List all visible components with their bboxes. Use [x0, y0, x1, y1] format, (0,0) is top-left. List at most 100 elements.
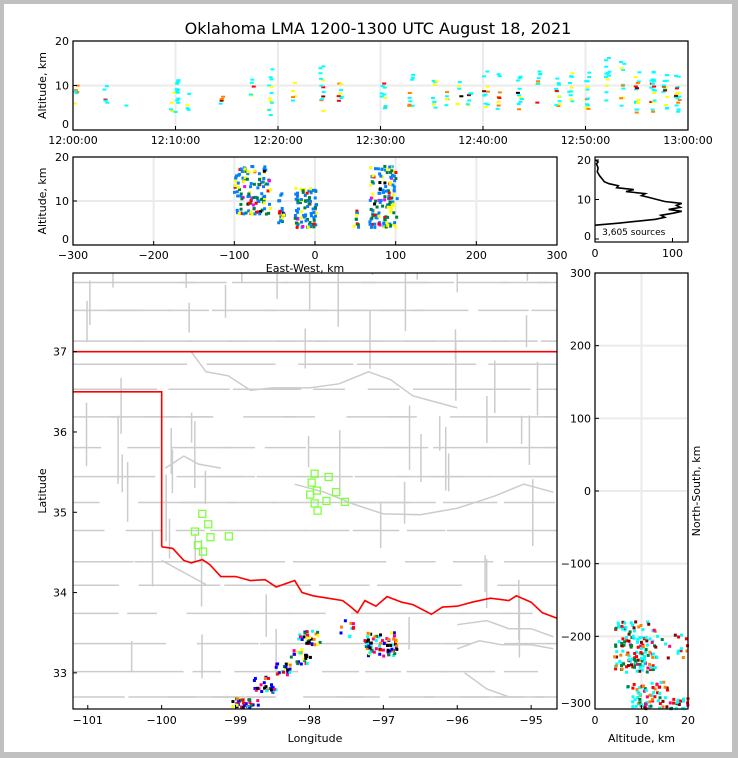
source-point	[661, 85, 666, 88]
source-point	[237, 211, 241, 215]
source-point	[354, 217, 358, 221]
source-point	[306, 225, 310, 229]
source-point	[638, 669, 642, 673]
source-point	[348, 634, 352, 638]
source-point	[259, 197, 263, 201]
source-point	[654, 645, 658, 649]
source-point	[646, 653, 650, 657]
source-point	[254, 195, 258, 199]
source-point	[467, 99, 472, 102]
source-point	[567, 90, 572, 93]
source-point	[343, 619, 347, 623]
source-point	[658, 691, 662, 695]
source-point	[662, 680, 666, 684]
source-point	[386, 205, 390, 209]
source-point	[518, 75, 523, 78]
y-axis-label: North-South, km	[690, 446, 703, 537]
y-tick-label: −200	[561, 630, 591, 643]
source-point	[457, 87, 462, 90]
source-point	[355, 213, 359, 217]
source-point	[655, 691, 659, 695]
source-point	[485, 70, 490, 73]
source-point	[636, 690, 640, 694]
plan-view-map-panel: −101 −100 −99 −98 −97 −96 −95 33 34 35 36 37 Longitu…	[36, 272, 558, 745]
x-tick-label: 10	[635, 714, 649, 727]
source-point	[661, 705, 665, 709]
source-point	[314, 223, 318, 227]
source-point	[674, 104, 679, 107]
source-point	[248, 698, 252, 702]
source-point	[648, 700, 652, 704]
source-point	[175, 80, 180, 83]
source-point	[636, 695, 640, 699]
source-point	[645, 695, 649, 699]
source-point	[628, 659, 632, 663]
map-background	[73, 273, 557, 709]
source-point	[235, 174, 239, 178]
source-point	[296, 222, 300, 226]
source-point	[631, 686, 635, 690]
source-point	[373, 222, 377, 226]
source-point	[380, 85, 385, 88]
source-point	[630, 663, 634, 667]
east-west-height-panel: −300 −200 −100 0 100 200 300 0 10 20 East-West, km…	[36, 151, 568, 275]
source-point	[380, 175, 384, 179]
source-point	[641, 644, 645, 648]
source-point	[685, 649, 689, 653]
source-point	[633, 662, 637, 666]
source-point	[650, 108, 655, 111]
source-point	[444, 98, 449, 101]
source-point	[307, 202, 311, 206]
source-point	[366, 631, 370, 635]
source-point	[375, 634, 379, 638]
source-point	[370, 216, 374, 220]
source-point	[650, 640, 654, 644]
source-point	[640, 668, 644, 672]
source-point	[311, 629, 315, 633]
source-point	[641, 628, 645, 632]
source-point	[584, 103, 589, 106]
source-point	[483, 93, 488, 96]
source-point	[264, 685, 268, 689]
source-point	[390, 631, 394, 635]
source-point	[390, 169, 394, 173]
source-point	[249, 81, 254, 84]
source-point	[371, 214, 375, 218]
source-point	[639, 657, 643, 661]
source-point	[268, 202, 272, 206]
source-point	[246, 195, 250, 199]
source-point	[282, 670, 286, 674]
source-point	[634, 704, 638, 708]
source-point	[288, 671, 292, 675]
source-point	[634, 661, 638, 665]
source-point	[392, 185, 396, 189]
source-point	[635, 108, 640, 111]
source-point	[568, 94, 573, 97]
y-tick-label: 20	[55, 151, 69, 164]
x-tick-label: −200	[139, 249, 169, 262]
source-point	[635, 640, 639, 644]
source-point	[408, 100, 413, 103]
source-point	[295, 225, 299, 229]
source-point	[264, 182, 268, 186]
source-point	[647, 622, 651, 626]
source-point	[318, 72, 323, 75]
source-point	[536, 82, 541, 85]
source-point	[392, 202, 396, 206]
source-point	[299, 216, 303, 220]
source-point	[379, 648, 383, 652]
source-point	[249, 199, 253, 203]
source-point	[262, 194, 266, 198]
source-point	[468, 92, 473, 95]
source-point	[466, 94, 471, 97]
source-point	[632, 636, 636, 640]
source-point	[309, 191, 313, 195]
river-line	[456, 639, 554, 650]
source-point	[75, 84, 80, 87]
source-point	[393, 179, 397, 183]
source-point	[644, 636, 648, 640]
source-point	[675, 700, 679, 704]
source-point	[649, 86, 654, 89]
source-point	[173, 110, 178, 113]
source-point	[301, 198, 305, 202]
